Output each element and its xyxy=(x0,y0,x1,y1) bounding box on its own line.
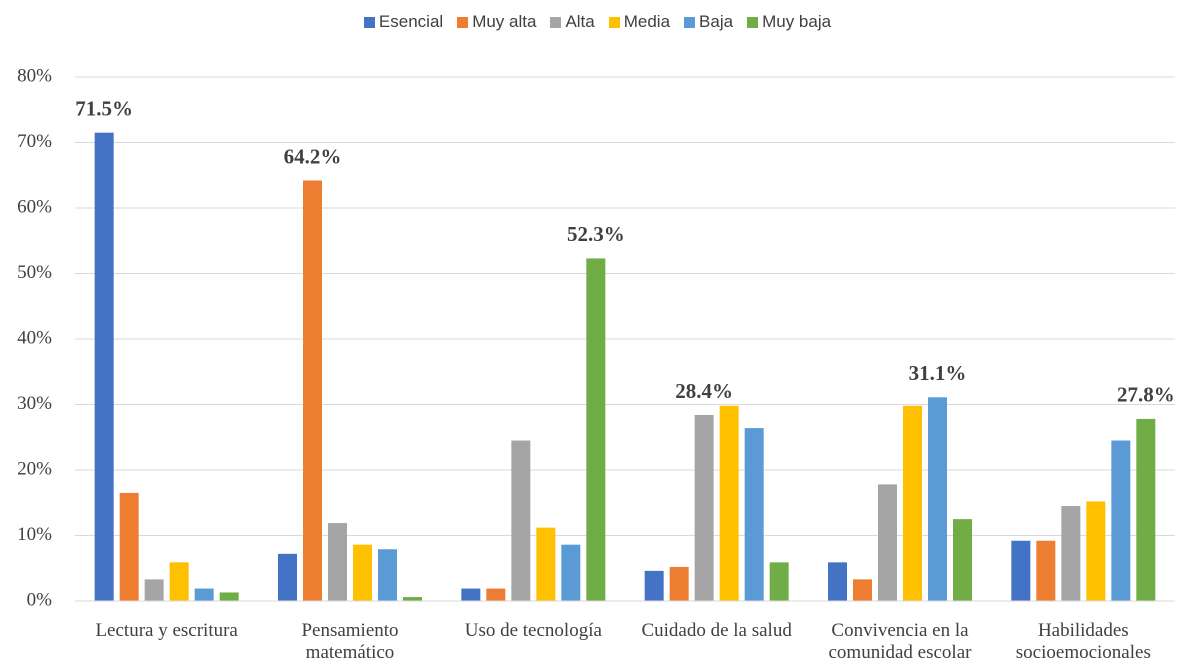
y-tick-label: 80% xyxy=(17,65,52,86)
bar xyxy=(769,562,789,601)
legend-label: Esencial xyxy=(378,12,444,31)
bar xyxy=(353,544,372,601)
data-label: 52.3% xyxy=(567,222,625,246)
bar xyxy=(194,588,214,601)
bar xyxy=(719,405,739,601)
bar xyxy=(953,519,972,601)
bar xyxy=(878,484,897,601)
bar xyxy=(853,579,872,601)
bar xyxy=(561,544,581,601)
bar xyxy=(94,132,114,602)
legend-swatch xyxy=(747,16,759,28)
y-tick-label: 70% xyxy=(17,131,52,152)
x-tick-label: Lectura y escritura xyxy=(95,620,238,641)
legend-swatch xyxy=(684,16,696,28)
bar xyxy=(586,258,606,601)
legend-swatch xyxy=(550,16,562,28)
data-label: 71.5% xyxy=(75,96,133,120)
bar xyxy=(303,180,322,602)
bar xyxy=(644,570,664,601)
bar xyxy=(1011,540,1031,601)
bar xyxy=(828,562,847,601)
bar xyxy=(403,597,422,601)
bar xyxy=(1086,501,1106,601)
legend-label: Muy alta xyxy=(472,12,537,31)
x-tick-label: Convivencia en la comunidad escolar xyxy=(828,620,972,663)
bar xyxy=(744,428,764,601)
legend-label: Muy baja xyxy=(762,12,832,31)
bar xyxy=(511,440,531,601)
bar xyxy=(1136,418,1156,601)
bar xyxy=(144,579,164,601)
legend-item: Esencial xyxy=(363,12,444,32)
bar xyxy=(694,414,714,601)
legend-item: Baja xyxy=(684,12,733,32)
legend-label: Baja xyxy=(699,12,734,31)
bar xyxy=(536,527,556,601)
y-tick-label: 60% xyxy=(17,196,52,217)
legend-swatch xyxy=(457,16,469,28)
legend-swatch xyxy=(608,16,620,28)
bar xyxy=(903,405,922,601)
data-label: 64.2% xyxy=(284,144,342,168)
data-label: 27.8% xyxy=(1117,383,1175,407)
bar xyxy=(928,397,947,601)
y-tick-label: 50% xyxy=(17,262,52,283)
bar xyxy=(119,492,139,601)
y-tick-label: 0% xyxy=(27,589,53,610)
y-tick-label: 30% xyxy=(17,393,52,414)
y-tick-label: 10% xyxy=(17,524,52,545)
legend-item: Alta xyxy=(550,12,595,32)
legend-item: Muy alta xyxy=(457,12,536,32)
bar xyxy=(378,549,397,601)
bar xyxy=(669,566,689,601)
x-tick-label: Pensamiento matemático xyxy=(301,620,399,663)
legend-item: Media xyxy=(608,12,671,32)
bar xyxy=(486,588,506,601)
bar xyxy=(219,592,239,601)
legend-swatch xyxy=(363,16,375,28)
bar xyxy=(278,553,297,601)
bar xyxy=(1111,440,1131,601)
bar xyxy=(1061,506,1081,601)
bar xyxy=(461,588,481,601)
y-tick-label: 20% xyxy=(17,458,52,479)
data-label: 28.4% xyxy=(675,379,733,403)
legend-label: Media xyxy=(623,12,671,31)
legend-item: Muy baja xyxy=(747,12,831,32)
bar xyxy=(169,562,189,601)
data-label: 31.1% xyxy=(909,361,967,385)
x-tick-label: Cuidado de la salud xyxy=(641,620,792,641)
legend: Esencial Muy alta Alta Media Baja Muy baja xyxy=(0,12,1195,32)
x-tick-label: Habilidades socioemocionales xyxy=(1015,620,1151,663)
bar xyxy=(328,523,347,601)
y-tick-label: 40% xyxy=(17,327,52,348)
bar xyxy=(1036,540,1056,601)
legend-label: Alta xyxy=(565,12,595,31)
x-tick-label: Uso de tecnología xyxy=(464,620,602,641)
